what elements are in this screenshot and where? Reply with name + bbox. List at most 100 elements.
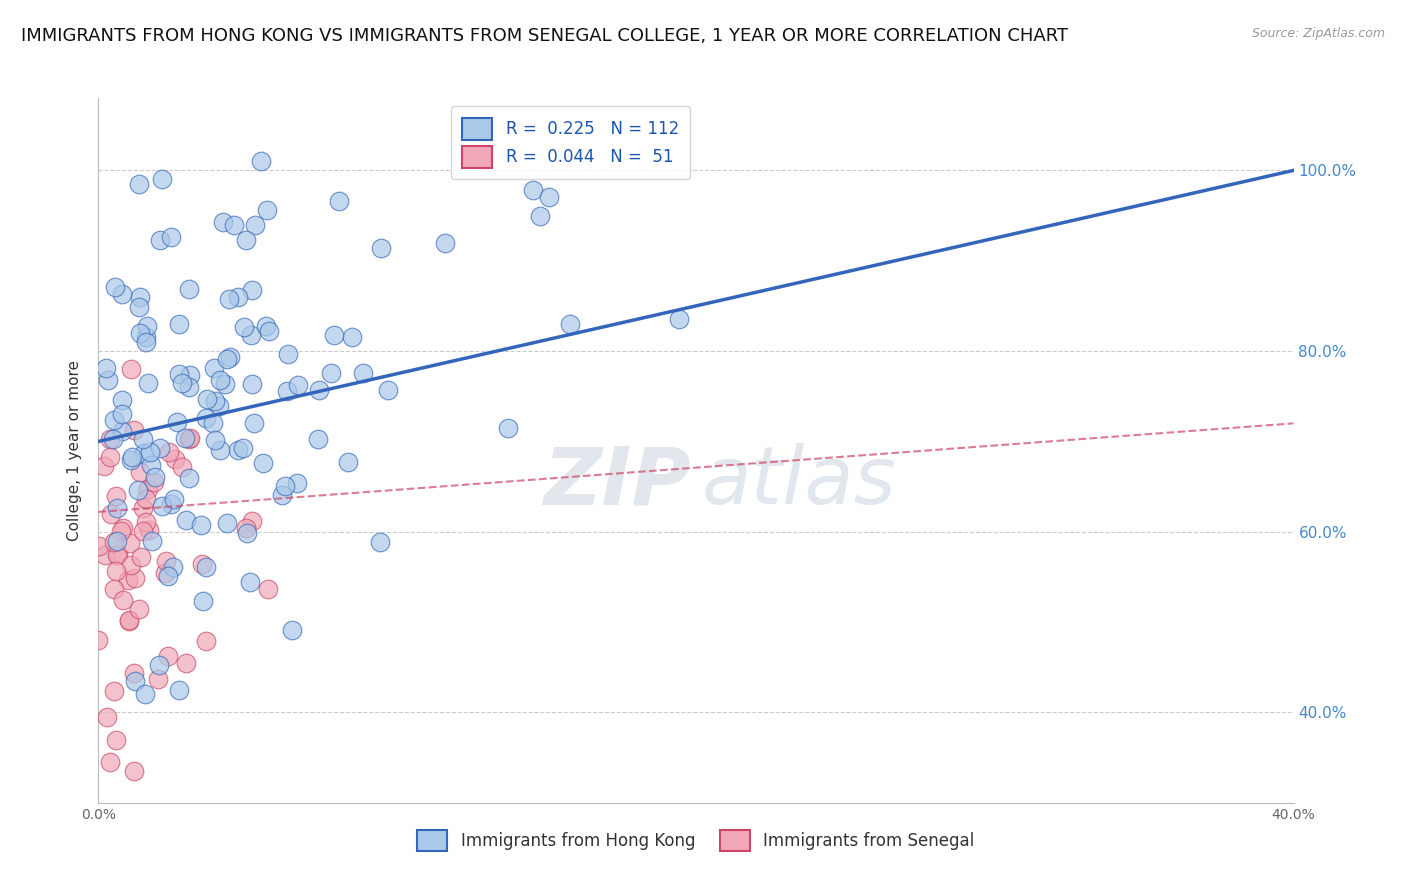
Point: [128, 177, 150, 191]
Point: [167, 368, 190, 382]
Point: [104, 564, 127, 578]
Point: [212, 215, 235, 229]
Point: [111, 425, 134, 439]
Point: [174, 431, 197, 445]
Point: [336, 455, 359, 469]
Point: [377, 383, 399, 397]
Point: [105, 732, 128, 747]
Point: [281, 623, 304, 637]
Point: [141, 534, 163, 549]
Point: [277, 347, 299, 361]
Point: [143, 475, 166, 489]
Point: [149, 442, 172, 456]
Point: [321, 366, 343, 380]
Point: [111, 393, 134, 408]
Point: [135, 515, 157, 529]
Point: [162, 560, 184, 574]
Point: [252, 456, 274, 470]
Point: [240, 515, 263, 529]
Point: [236, 525, 259, 540]
Point: [111, 407, 134, 421]
Point: [208, 373, 231, 387]
Point: [122, 665, 145, 680]
Point: [124, 674, 146, 689]
Point: [111, 287, 134, 301]
Point: [149, 233, 172, 247]
Point: [179, 368, 201, 382]
Point: [163, 451, 186, 466]
Point: [105, 501, 128, 516]
Point: [235, 521, 257, 535]
Point: [138, 376, 160, 390]
Point: [124, 423, 146, 437]
Point: [323, 328, 346, 343]
Point: [177, 282, 200, 296]
Point: [226, 443, 249, 458]
Point: [105, 548, 128, 562]
Point: [195, 560, 218, 574]
Point: [174, 657, 197, 671]
Point: [160, 497, 183, 511]
Point: [103, 413, 125, 427]
Point: [94, 548, 117, 562]
Point: [287, 475, 309, 490]
Point: [157, 568, 180, 582]
Point: [98, 755, 122, 769]
Point: [135, 330, 157, 344]
Point: [498, 421, 520, 435]
Point: [217, 352, 239, 367]
Point: [328, 194, 350, 208]
Point: [150, 499, 173, 513]
Point: [104, 280, 127, 294]
Point: [128, 300, 150, 314]
Point: [146, 673, 169, 687]
Point: [352, 367, 374, 381]
Point: [145, 470, 167, 484]
Point: [208, 399, 231, 413]
Point: [87, 539, 110, 553]
Point: [93, 458, 115, 473]
Point: [124, 571, 146, 585]
Point: [201, 416, 224, 430]
Point: [111, 593, 134, 607]
Point: [240, 327, 263, 342]
Point: [202, 361, 225, 376]
Point: [127, 483, 149, 497]
Point: [308, 383, 330, 397]
Point: [558, 317, 581, 331]
Point: [177, 471, 200, 485]
Point: [98, 450, 121, 464]
Point: [242, 416, 264, 430]
Point: [136, 318, 159, 333]
Point: [538, 190, 561, 204]
Point: [136, 482, 159, 496]
Point: [159, 229, 181, 244]
Point: [257, 582, 280, 596]
Point: [163, 491, 186, 506]
Point: [135, 492, 157, 507]
Point: [157, 445, 180, 459]
Point: [240, 283, 263, 297]
Point: [138, 523, 160, 537]
Point: [129, 549, 152, 564]
Text: ZIP: ZIP: [543, 443, 690, 521]
Point: [240, 377, 263, 392]
Point: [120, 453, 142, 467]
Point: [307, 432, 329, 446]
Point: [167, 317, 190, 331]
Point: [176, 513, 198, 527]
Point: [215, 516, 238, 531]
Point: [131, 433, 153, 447]
Point: [120, 362, 142, 376]
Point: [128, 290, 150, 304]
Point: [150, 171, 173, 186]
Point: [155, 566, 177, 581]
Point: [254, 319, 277, 334]
Text: Source: ZipAtlas.com: Source: ZipAtlas.com: [1251, 27, 1385, 40]
Point: [129, 465, 152, 479]
Point: [257, 324, 280, 338]
Point: [166, 415, 188, 429]
Point: [141, 458, 163, 473]
Point: [194, 634, 217, 648]
Point: [232, 319, 254, 334]
